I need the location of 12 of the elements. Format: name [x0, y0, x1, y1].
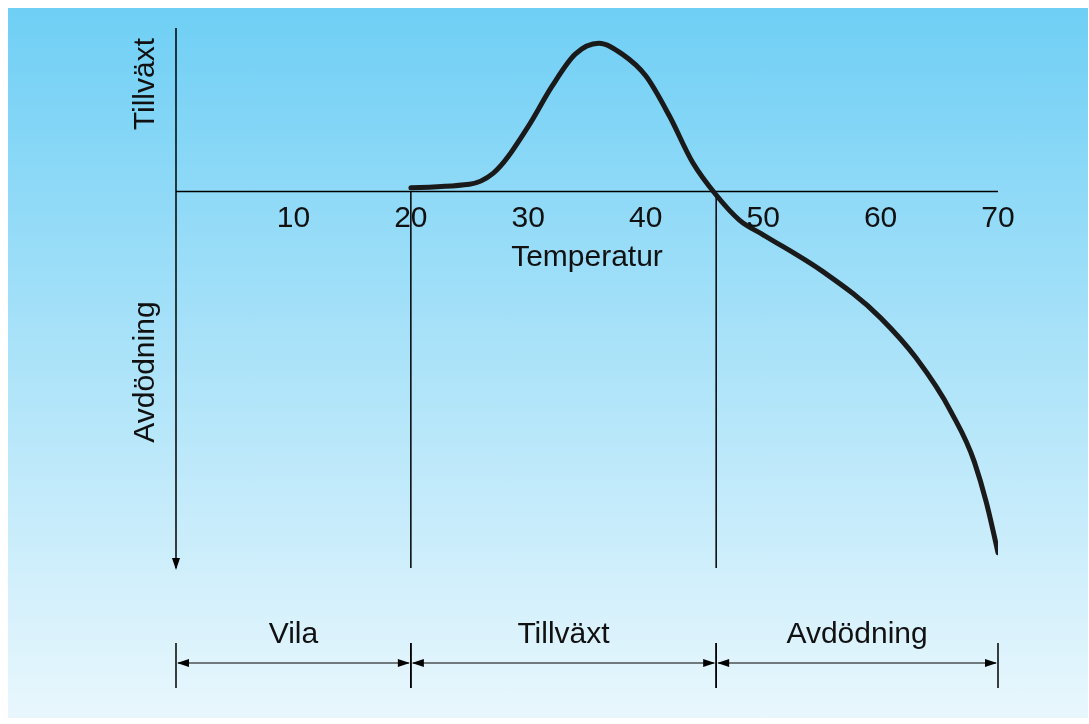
- y-axis-title: Tillväxt: [127, 37, 160, 131]
- x-tick-label: 10: [276, 200, 311, 234]
- x-tick-label: 50: [746, 200, 780, 234]
- x-tick-label: 30: [511, 200, 545, 234]
- text: Avdödning: [127, 301, 160, 443]
- x-axis-title: Temperatur: [511, 239, 663, 273]
- text: Tillväxt: [517, 616, 611, 649]
- x-tick-label: 60: [863, 200, 898, 234]
- x-tick-label: 40: [629, 200, 663, 234]
- text: Vila: [268, 616, 319, 649]
- text: Avdödning: [786, 616, 928, 649]
- x-tick-label: 70: [981, 200, 1015, 234]
